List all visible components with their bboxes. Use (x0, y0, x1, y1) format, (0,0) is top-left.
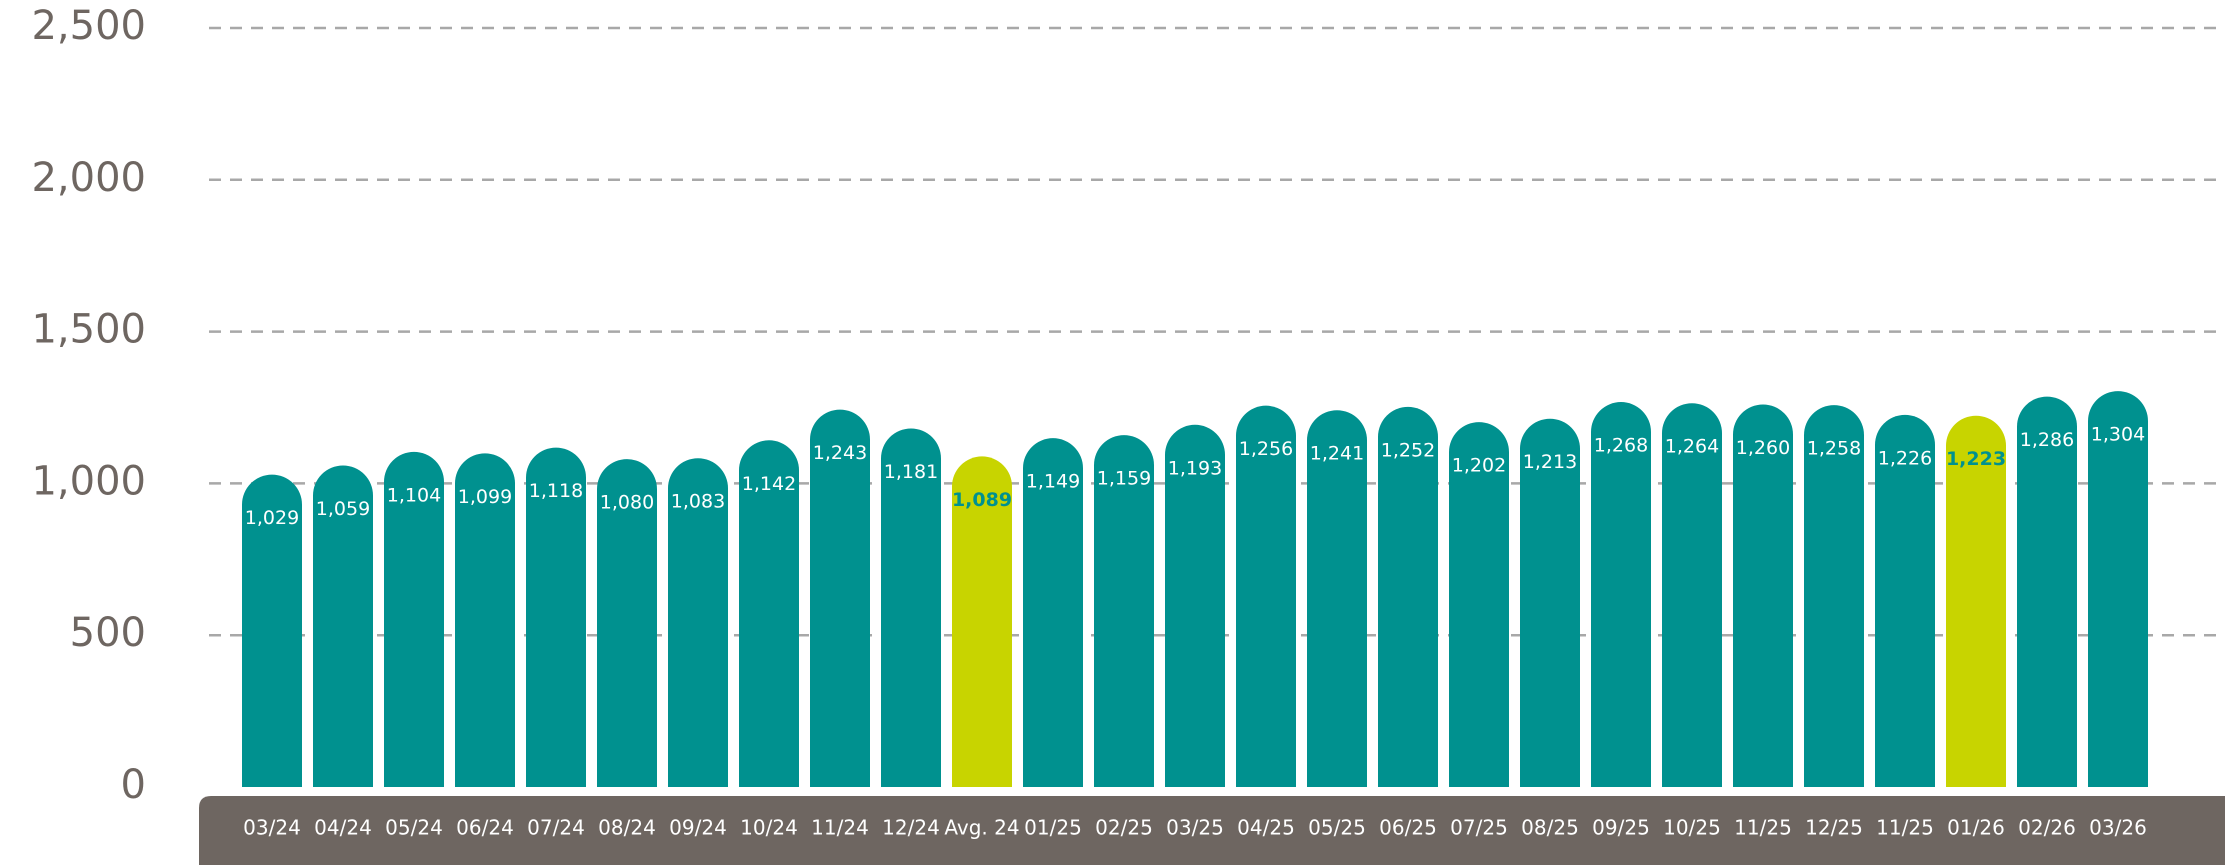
value-label: 1,149 (1026, 471, 1080, 493)
bar (1236, 405, 1296, 787)
x-tick-label: 12/24 (882, 816, 940, 840)
value-label: 1,213 (1523, 451, 1577, 473)
bar (1307, 410, 1367, 787)
bar (2017, 396, 2077, 787)
value-label: 1,159 (1097, 468, 1151, 490)
bar (881, 428, 941, 787)
x-tick-label: 05/25 (1308, 816, 1366, 840)
y-tick-label: 0 (121, 762, 146, 808)
value-label: 1,089 (952, 489, 1012, 511)
x-tick-label: 01/26 (1947, 816, 2005, 840)
value-label: 1,226 (1878, 447, 1932, 469)
value-label: 1,118 (529, 480, 583, 502)
value-label: 1,256 (1239, 438, 1293, 460)
value-label: 1,083 (671, 491, 725, 513)
value-label: 1,104 (387, 484, 441, 506)
x-tick-label: 07/25 (1450, 816, 1508, 840)
x-tick-label: 04/25 (1237, 816, 1295, 840)
value-label: 1,142 (742, 473, 796, 495)
bar (526, 447, 586, 787)
bar (1591, 402, 1651, 787)
value-label: 1,202 (1452, 455, 1506, 477)
value-label: 1,099 (458, 486, 512, 508)
x-tick-label: 06/25 (1379, 816, 1437, 840)
bar (313, 465, 373, 787)
value-label: 1,252 (1381, 439, 1435, 461)
x-tick-label: 11/24 (811, 816, 869, 840)
value-label: 1,243 (813, 442, 867, 464)
value-label: 1,241 (1310, 443, 1364, 465)
value-label: 1,080 (600, 492, 654, 514)
x-tick-label: 10/24 (740, 816, 798, 840)
value-label: 1,268 (1594, 435, 1648, 457)
bar (242, 474, 302, 787)
bar (668, 458, 728, 787)
x-tick-label: 11/25 (1876, 816, 1934, 840)
y-tick-label: 2,500 (31, 3, 146, 49)
bar (952, 456, 1012, 787)
bars: 1,029 03/24 1,059 04/24 1,104 05/24 1,099 06/24… (242, 391, 2148, 840)
y-tick-label: 1,000 (31, 458, 146, 504)
x-tick-label: 08/25 (1521, 816, 1579, 840)
x-tick-label: 09/25 (1592, 816, 1650, 840)
y-tick-label: 2,000 (31, 155, 146, 201)
value-label: 1,286 (2020, 429, 2074, 451)
bar (739, 440, 799, 787)
value-label: 1,059 (316, 498, 370, 520)
x-tick-label: 10/25 (1663, 816, 1721, 840)
value-label: 1,223 (1946, 448, 2006, 470)
x-tick-label: 02/25 (1095, 816, 1153, 840)
bar (1449, 422, 1509, 787)
bar (1875, 414, 1935, 787)
x-tick-label: 03/24 (243, 816, 301, 840)
x-tick-label: 06/24 (456, 816, 514, 840)
x-tick-label: 09/24 (669, 816, 727, 840)
bar (1378, 406, 1438, 787)
value-label: 1,181 (884, 461, 938, 483)
value-label: 1,304 (2091, 424, 2145, 446)
x-tick-label: 03/26 (2089, 816, 2147, 840)
bar (810, 409, 870, 787)
bar (1662, 403, 1722, 787)
x-tick-label: 08/24 (598, 816, 656, 840)
category-band (199, 796, 2225, 865)
x-tick-label: Avg. 24 (944, 816, 1019, 840)
x-tick-label: 07/24 (527, 816, 585, 840)
value-label: 1,264 (1665, 436, 1719, 458)
bar (1804, 405, 1864, 787)
bar (1946, 415, 2006, 787)
bar (1733, 404, 1793, 787)
bar (1023, 438, 1083, 787)
x-tick-label: 03/25 (1166, 816, 1224, 840)
value-label: 1,260 (1736, 437, 1790, 459)
x-tick-label: 04/24 (314, 816, 372, 840)
bar (1165, 424, 1225, 787)
value-label: 1,029 (245, 507, 299, 529)
y-tick-label: 1,500 (31, 307, 146, 353)
bar (2088, 391, 2148, 787)
x-tick-label: 12/25 (1805, 816, 1863, 840)
x-tick-label: 11/25 (1734, 816, 1792, 840)
bar (455, 453, 515, 787)
bar (1520, 418, 1580, 787)
y-tick-label: 500 (70, 610, 146, 656)
value-label: 1,193 (1168, 457, 1222, 479)
x-tick-label: 02/26 (2018, 816, 2076, 840)
x-tick-label: 05/24 (385, 816, 443, 840)
bar (384, 451, 444, 787)
bar (1094, 435, 1154, 787)
value-label: 1,258 (1807, 438, 1861, 460)
x-tick-label: 01/25 (1024, 816, 1082, 840)
bar (597, 459, 657, 787)
